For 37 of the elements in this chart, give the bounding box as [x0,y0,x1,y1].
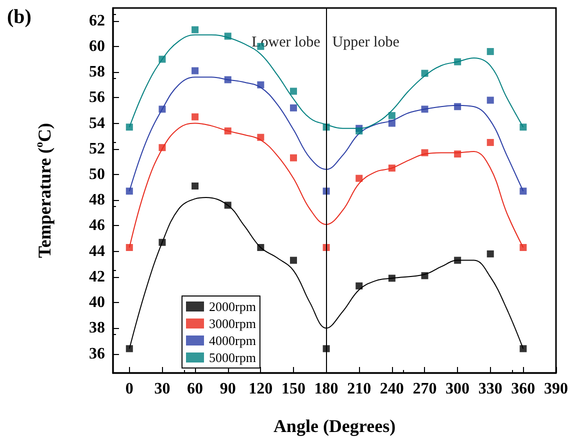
y-tick-label: 48 [89,192,105,209]
x-tick-label: 270 [412,380,437,398]
y-tick-label: 58 [89,64,105,81]
legend-label: 4000rpm [209,333,256,348]
y-tick-label: 36 [89,345,105,362]
x-tick-label: 390 [544,380,568,398]
y-tick-label: 40 [89,294,105,312]
legend-label: 5000rpm [209,350,256,365]
y-tick-label: 38 [89,320,105,337]
y-tick-label: 56 [89,89,105,106]
x-tick-label: 150 [281,380,306,398]
y-tick-label: 54 [89,114,105,132]
x-tick-label: 330 [478,380,502,398]
y-tick-label: 52 [89,140,105,158]
y-tick-label: 42 [89,268,105,286]
y-tick-label: 60 [89,38,105,55]
x-tick-label: 120 [248,380,273,398]
x-tick-label: 0 [125,380,134,398]
legend-label: 3000rpm [209,316,256,331]
x-tick-label: 60 [187,380,204,398]
y-axis-title: Temperature (oC) [34,123,54,258]
annotation: Lower lobe [252,34,321,50]
x-tick-label: 300 [446,380,470,398]
y-tick-label: 46 [89,217,105,234]
y-tick-label: 44 [89,242,105,260]
x-tick-label: 360 [511,380,536,398]
chart-title: (b) [7,6,32,28]
legend-label: 2000rpm [209,299,256,314]
x-tick-label: 240 [380,380,404,398]
x-axis-title: Angle (Degrees) [273,416,396,436]
y-tick-label: 62 [89,12,105,30]
x-tick-label: 30 [154,380,170,398]
x-tick-label: 180 [314,380,338,398]
x-tick-label: 90 [220,380,236,398]
annotation: Upper lobe [332,34,400,50]
x-tick-label: 210 [347,380,372,398]
y-tick-label: 50 [89,166,105,183]
